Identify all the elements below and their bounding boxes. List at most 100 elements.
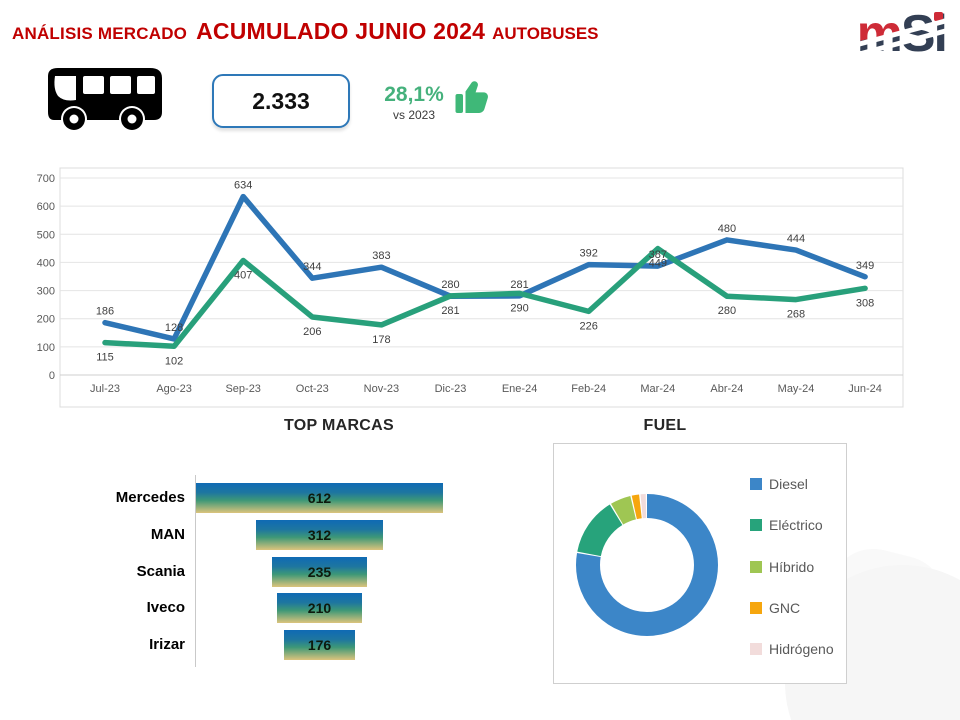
legend-swatch	[750, 519, 762, 532]
y-axis-tick: 600	[37, 201, 55, 213]
line-series-green	[102, 245, 868, 350]
x-axis-label: Feb-24	[571, 383, 606, 395]
legend-swatch	[750, 601, 762, 614]
funnel-bar: 312	[256, 519, 383, 550]
y-axis-tick: 400	[37, 257, 55, 269]
funnel-row: Iveco 210	[85, 593, 525, 624]
data-label: 128	[165, 322, 183, 334]
funnel-category-label: Irizar	[149, 636, 185, 654]
legend-label: Diesel	[769, 476, 808, 492]
y-axis-tick: 100	[37, 342, 55, 354]
funnel-category-label: Iveco	[146, 599, 185, 617]
page-title: ANÁLISIS MERCADO ACUMULADO JUNIO 2024 AU…	[12, 18, 599, 45]
x-axis-label: May-24	[778, 383, 815, 395]
data-label: 178	[372, 334, 390, 346]
legend-swatch	[750, 643, 762, 656]
legend-item: Hidrógeno	[750, 641, 834, 657]
line-series-blue	[102, 193, 868, 342]
funnel-bar: 210	[277, 593, 362, 624]
y-axis-tick: 0	[49, 370, 55, 382]
data-label: 383	[372, 250, 390, 262]
legend-label: Hidrógeno	[769, 641, 834, 658]
y-axis-tick: 700	[37, 173, 55, 185]
x-axis-label: Jul-23	[90, 383, 120, 395]
funnel-row: MAN 312	[85, 519, 525, 550]
x-axis-label: Abr-24	[710, 383, 743, 395]
data-label: 387	[649, 249, 667, 261]
x-axis-label: Dic-23	[435, 383, 467, 395]
funnel-row: Scania 235	[85, 556, 525, 587]
kpi-total-value: 2.333	[252, 87, 310, 114]
title-main: ACUMULADO JUNIO 2024	[196, 18, 486, 44]
funnel-category-label: Scania	[136, 562, 185, 580]
data-label: 281	[510, 279, 528, 291]
data-label: 449	[649, 258, 667, 270]
y-axis-tick: 500	[37, 229, 55, 241]
data-label: 280	[718, 305, 736, 317]
title-prefix: ANÁLISIS MERCADO	[12, 24, 188, 43]
thumbs-up-icon	[455, 81, 488, 113]
legend-swatch	[750, 560, 762, 573]
data-label: 115	[96, 352, 114, 364]
logo-i-dot	[934, 12, 943, 21]
data-label: 290	[510, 302, 528, 314]
x-axis-label: Mar-24	[640, 383, 675, 395]
data-label: 280	[441, 279, 459, 291]
kpi-delta-pct: 28,1%	[384, 83, 444, 106]
kpi-total-box: 2.333	[212, 74, 350, 128]
legend-item: GNC	[750, 600, 800, 616]
funnel-category-label: Mercedes	[115, 489, 185, 506]
data-label: 392	[580, 248, 598, 260]
data-label: 349	[856, 260, 874, 272]
msi-logo: mSi	[783, 6, 960, 77]
x-axis-label: Nov-23	[364, 383, 399, 395]
kpi-delta-caption: vs 2023	[392, 108, 436, 122]
funnel-bar: 612	[195, 483, 444, 513]
title-suffix: AUTOBUSES	[492, 24, 599, 43]
data-label: 206	[303, 326, 321, 338]
funnel-row: Mercedes 612	[85, 483, 525, 513]
fuel-chart: Diesel Eléctrico Híbrido GNC Hidrógeno	[553, 443, 847, 684]
data-label: 281	[441, 305, 459, 317]
monthly-line-chart: 0 100 200 300 400 500 600 700 Jul-23 Ago-23 Sep-23…	[37, 167, 904, 408]
y-axis-tick: 200	[37, 314, 55, 326]
data-label: 308	[856, 297, 874, 309]
data-label: 444	[787, 233, 805, 245]
legend-label: Híbrido	[769, 558, 815, 575]
fuel-legend: Diesel Eléctrico Híbrido GNC Hidrógeno	[750, 476, 846, 681]
bus-icon	[48, 68, 162, 132]
funnel-row: Irizar 176	[85, 630, 525, 661]
x-axis-label: Ago-23	[156, 383, 191, 395]
x-axis-label: Sep-23	[225, 383, 260, 395]
data-label: 102	[165, 355, 183, 367]
fuel-title: FUEL	[643, 417, 687, 434]
legend-item: Híbrido	[750, 559, 814, 575]
fuel-donut	[576, 494, 718, 636]
plot-frame	[59, 167, 904, 408]
data-label: 407	[234, 269, 252, 281]
funnel-bar: 176	[283, 630, 356, 661]
top-marcas-chart: TOP MARCAS Mercedes 612 MAN 312 Scania 235 Ive…	[85, 417, 525, 685]
data-label: 480	[718, 223, 736, 235]
x-axis-label: Oct-23	[296, 383, 329, 395]
donut-slice-Diesel	[576, 494, 718, 636]
legend-swatch	[750, 478, 762, 490]
data-label: 226	[580, 320, 598, 332]
x-axis-label: Jun-24	[848, 383, 882, 395]
data-label: 344	[303, 261, 321, 273]
funnel-bar: 235	[272, 556, 367, 587]
kpi-delta: 28,1% vs 2023	[370, 83, 458, 122]
funnel-axis-line	[195, 475, 196, 667]
legend-label: GNC	[769, 599, 801, 616]
data-label: 186	[96, 306, 114, 318]
legend-label: Eléctrico	[769, 517, 823, 534]
top-marcas-title: TOP MARCAS	[284, 417, 394, 434]
y-axis-tick: 300	[37, 286, 55, 298]
x-axis-label: Ene-24	[502, 383, 537, 395]
funnel-category-label: MAN	[150, 525, 185, 543]
legend-item: Eléctrico	[750, 517, 823, 533]
legend-item: Diesel	[750, 476, 808, 492]
data-label: 268	[787, 309, 805, 321]
data-label: 634	[234, 180, 252, 192]
